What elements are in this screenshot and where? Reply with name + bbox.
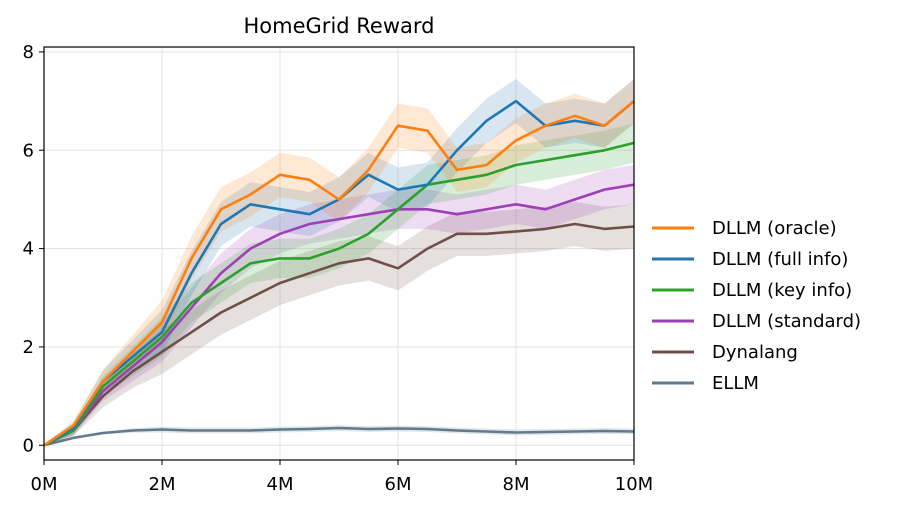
legend-label-dllm-standard: DLLM (standard) — [712, 311, 861, 332]
series-line-dllm-oracle — [43, 100, 635, 447]
y-tick-label: 2 — [23, 337, 34, 358]
band-dynalang — [44, 201, 634, 446]
band-dllm-standard — [44, 165, 634, 446]
x-tick-label: 0M — [31, 474, 58, 495]
series-line-dllm-key-info — [43, 141, 635, 447]
y-axis-ticks: 0 2 4 6 8 — [23, 42, 44, 456]
legend-label-dynalang: Dynalang — [712, 342, 798, 363]
legend-label-dllm-oracle: DLLM (oracle) — [712, 218, 837, 239]
x-axis-ticks: 0M 2M 4M 6M 8M 10M — [31, 460, 653, 495]
y-tick-label: 0 — [23, 435, 34, 456]
x-tick-label: 8M — [503, 474, 530, 495]
legend-label-dllm-key-info: DLLM (key info) — [712, 280, 852, 301]
series-line-dynalang — [43, 222, 635, 447]
legend-label-dllm-full-info: DLLM (full info) — [712, 249, 848, 270]
legend-label-ellm: ELLM — [712, 373, 759, 394]
x-tick-label: 4M — [267, 474, 294, 495]
series-lines — [43, 99, 635, 447]
y-tick-label: 4 — [23, 239, 34, 260]
band-dllm-oracle — [44, 79, 634, 446]
x-tick-label: 10M — [615, 474, 653, 495]
y-tick-label: 8 — [23, 42, 34, 63]
plot-frame — [43, 46, 635, 461]
series-line-ellm — [43, 426, 635, 447]
x-tick-label: 2M — [149, 474, 176, 495]
legend: DLLM (oracle) DLLM (full info) DLLM (key i… — [652, 218, 861, 394]
y-tick-label: 6 — [23, 140, 34, 161]
x-tick-label: 6M — [385, 474, 412, 495]
series-line-dllm-standard — [43, 183, 635, 447]
chart-title: HomeGrid Reward — [244, 14, 435, 38]
